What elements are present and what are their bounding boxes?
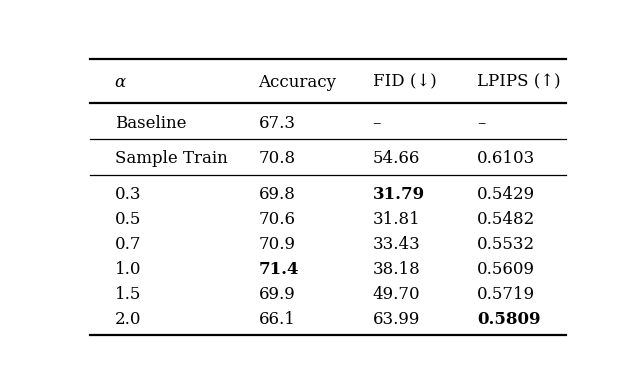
Text: –: – [477,115,485,131]
Text: 0.5609: 0.5609 [477,261,535,278]
Text: 69.9: 69.9 [259,286,295,303]
Text: 63.99: 63.99 [372,311,420,328]
Text: 70.9: 70.9 [259,236,296,253]
Text: 70.6: 70.6 [259,211,296,228]
Text: 0.5482: 0.5482 [477,211,535,228]
Text: 0.5: 0.5 [115,211,141,228]
Text: α: α [115,74,126,91]
Text: FID (↓): FID (↓) [372,74,436,91]
Text: 0.5532: 0.5532 [477,236,535,253]
Text: 0.7: 0.7 [115,236,141,253]
Text: LPIPS (↑): LPIPS (↑) [477,74,561,91]
Text: 0.6103: 0.6103 [477,150,535,167]
Text: 66.1: 66.1 [259,311,296,328]
Text: 38.18: 38.18 [372,261,420,278]
Text: 31.79: 31.79 [372,186,425,203]
Text: 49.70: 49.70 [372,286,420,303]
Text: 70.8: 70.8 [259,150,296,167]
Text: Sample Train: Sample Train [115,150,227,167]
Text: 71.4: 71.4 [259,261,299,278]
Text: 54.66: 54.66 [372,150,420,167]
Text: 69.8: 69.8 [259,186,296,203]
Text: 0.5429: 0.5429 [477,186,535,203]
Text: –: – [372,115,381,131]
Text: Accuracy: Accuracy [259,74,337,91]
Text: 1.5: 1.5 [115,286,141,303]
Text: 2.0: 2.0 [115,311,141,328]
Text: 0.5719: 0.5719 [477,286,535,303]
Text: 33.43: 33.43 [372,236,420,253]
Text: 67.3: 67.3 [259,115,296,131]
Text: 0.5809: 0.5809 [477,311,540,328]
Text: 31.81: 31.81 [372,211,420,228]
Text: 1.0: 1.0 [115,261,141,278]
Text: Baseline: Baseline [115,115,186,131]
Text: 0.3: 0.3 [115,186,141,203]
